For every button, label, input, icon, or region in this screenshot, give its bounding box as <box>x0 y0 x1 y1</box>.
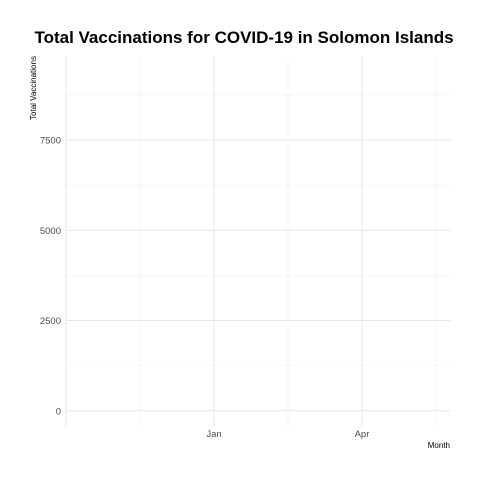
y-tick-label: 5000 <box>40 226 61 237</box>
y-tick-label: 2500 <box>40 316 61 327</box>
minor-gridlines-y <box>66 94 450 366</box>
y-tick-label: 0 <box>56 406 61 417</box>
x-axis-tick-labels: Jan Apr <box>206 429 369 440</box>
x-tick-label: Apr <box>355 429 370 440</box>
y-axis-tick-labels: 0 2500 5000 7500 <box>40 136 61 418</box>
chart-title: Total Vaccinations for COVID-19 in Solom… <box>34 28 453 47</box>
y-axis-title: Total Vaccinations <box>29 56 38 120</box>
x-axis-title: Month <box>428 441 450 450</box>
y-tick-label: 7500 <box>40 136 61 147</box>
major-gridlines-x <box>65 57 363 427</box>
x-tick-label: Jan <box>206 429 221 440</box>
minor-gridlines-x <box>139 57 437 427</box>
major-gridlines-y <box>66 139 450 412</box>
